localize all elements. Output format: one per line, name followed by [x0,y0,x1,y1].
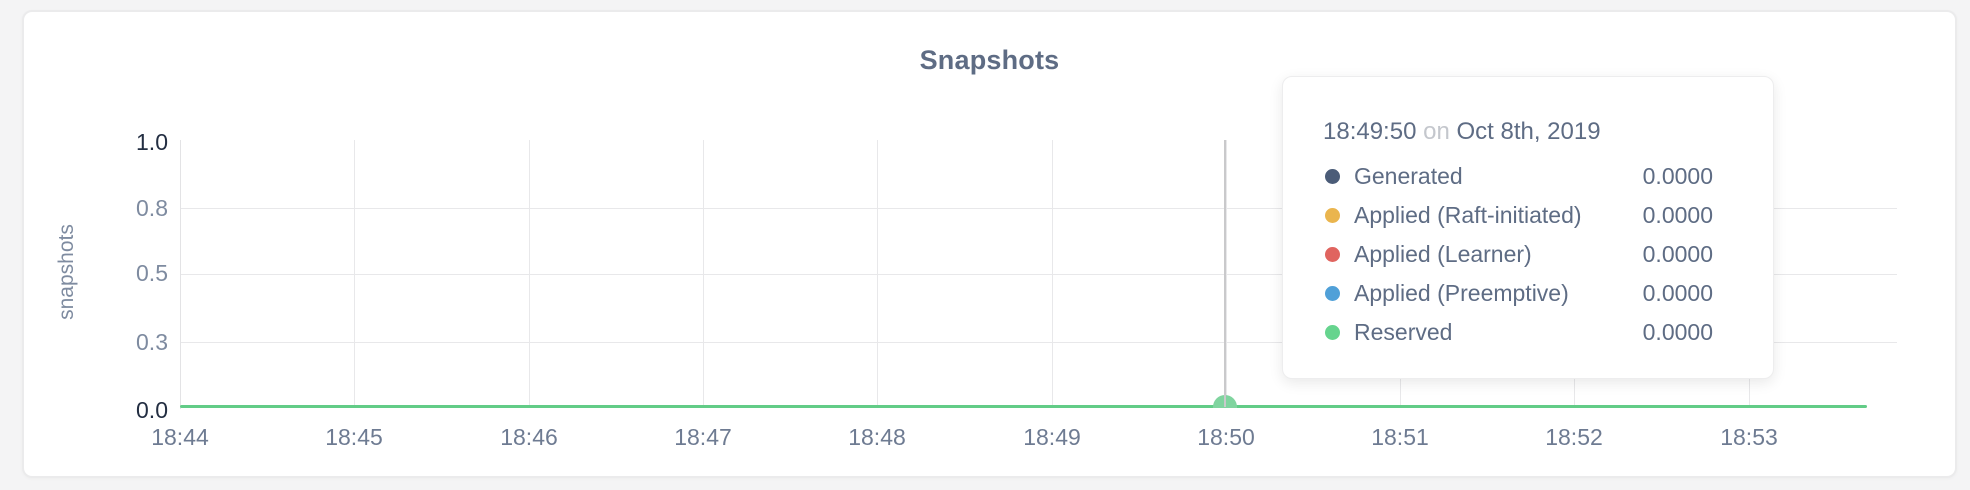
hover-crosshair-line [1224,140,1226,407]
vertical-gridline [529,140,530,407]
y-tick-label: 0.3 [136,329,168,355]
series-label: Applied (Preemptive) [1354,280,1569,306]
x-tick-label: 18:50 [1197,424,1255,450]
x-tick-label: 18:53 [1720,424,1778,450]
horizontal-gridline [180,274,1897,275]
applied-learner-series-dot [1325,247,1340,262]
tooltip-time: 18:49:50 [1323,118,1417,145]
series-value: 0.0000 [1642,241,1713,267]
horizontal-gridline [180,342,1897,343]
tooltip-date: Oct 8th, 2019 [1456,118,1601,145]
y-tick-label: 1.0 [136,129,168,155]
y-tick-label: 0.8 [136,195,168,221]
x-tick-label: 18:47 [674,424,732,450]
series-label: Generated [1354,163,1463,189]
series-label: Applied (Raft-initiated) [1354,202,1582,228]
tooltip-series-row: Applied (Preemptive) 0.0000 [1283,274,1773,313]
x-tick-label: 18:48 [848,424,906,450]
chart-card: Snapshots snapshots 1.0 0.8 0.5 0.3 0.0 [22,10,1957,478]
y-tick-label: 0.0 [136,397,168,423]
vertical-gridline [1226,140,1227,407]
reserved-series-dot [1325,325,1340,340]
x-tick-label: 18:49 [1023,424,1081,450]
x-tick-label: 18:46 [500,424,558,450]
generated-series-dot [1325,169,1340,184]
x-tick-label: 18:45 [325,424,383,450]
vertical-gridline [703,140,704,407]
series-label: Reserved [1354,319,1453,345]
x-tick-label: 18:44 [151,424,209,450]
vertical-gridline [877,140,878,407]
tooltip-series-row: Generated 0.0000 [1283,157,1773,196]
tooltip-series-list: Generated 0.0000 Applied (Raft-initiated… [1283,157,1773,352]
tooltip-series-row: Applied (Raft-initiated) 0.0000 [1283,196,1773,235]
series-value: 0.0000 [1642,202,1713,228]
x-tick-label: 18:52 [1545,424,1603,450]
vertical-gridline [354,140,355,407]
y-tick-label: 0.5 [136,260,168,286]
horizontal-gridline [180,208,1897,209]
series-label: Applied (Learner) [1354,241,1532,267]
series-line-reserved [180,405,1867,408]
tooltip-header: 18:49:50 on Oct 8th, 2019 [1323,118,1733,146]
tooltip-connector: on [1423,118,1450,145]
y-axis-title: snapshots [55,224,78,320]
series-value: 0.0000 [1642,319,1713,345]
series-value: 0.0000 [1642,163,1713,189]
applied-preemptive-series-dot [1325,286,1340,301]
series-value: 0.0000 [1642,280,1713,306]
hover-tooltip: 18:49:50 on Oct 8th, 2019 Generated 0.00… [1282,76,1774,379]
chart-title: Snapshots [919,45,1060,75]
vertical-gridline [1052,140,1053,407]
applied-raft-initiated-series-dot [1325,208,1340,223]
tooltip-series-row: Applied (Learner) 0.0000 [1283,235,1773,274]
tooltip-series-row: Reserved 0.0000 [1283,313,1773,352]
y-axis-line [180,140,181,409]
x-tick-label: 18:51 [1371,424,1429,450]
